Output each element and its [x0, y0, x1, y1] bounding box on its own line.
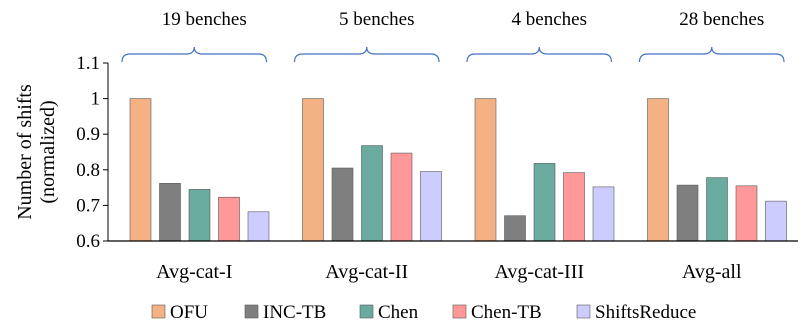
legend-swatch-chen: [359, 304, 374, 319]
bar-shiftsreduce-3: [592, 186, 615, 242]
group-brace: [121, 46, 268, 63]
bar-shiftsreduce-1: [247, 211, 270, 242]
legend-label-ofu: OFU: [170, 302, 208, 323]
x-category-label: Avg-all: [682, 261, 742, 283]
x-category-label: Avg-cat-III: [494, 261, 584, 283]
group-brace: [638, 46, 785, 63]
x-axis: Avg-cat-I Avg-cat-II Avg-cat-III Avg-all: [108, 240, 798, 283]
plot-area: [129, 98, 787, 242]
bar-chen-tb-2: [390, 152, 413, 242]
bar-inc-tb-3: [504, 215, 526, 242]
legend-label-shiftsreduce: ShiftsReduce: [595, 302, 696, 323]
legend-swatch-shiftsreduce: [576, 304, 591, 319]
bar-shiftsreduce-2: [420, 171, 442, 242]
legend-label-chen: Chen: [378, 302, 419, 323]
legend-label-inc-tb: INC-TB: [263, 302, 326, 323]
bar-chen-tb-3: [563, 172, 585, 242]
y-tick-label: 0.7: [76, 195, 100, 216]
bar-ofu-3: [474, 98, 497, 242]
x-category-label: Avg-cat-I: [156, 261, 232, 283]
bar-inc-tb-2: [331, 167, 354, 242]
y-tick-label: 1.1: [76, 53, 100, 74]
bar-chen-3: [533, 163, 556, 242]
y-tick-label: 0.8: [76, 160, 100, 181]
bar-chen-tb-1: [218, 196, 240, 242]
x-category-label: Avg-cat-II: [325, 261, 408, 283]
bar-chen-4: [706, 177, 728, 242]
legend-swatch-inc-tb: [244, 304, 259, 319]
group-braces: 19 benches 5 benches 4 benches 28 benches: [121, 9, 785, 63]
bar-ofu-4: [647, 98, 669, 242]
y-tick-label: 0.9: [76, 124, 100, 145]
legend: OFU INC-TB Chen Chen-TB ShiftsReduce: [151, 302, 696, 323]
y-axis-label-line: Number of shifts: [14, 84, 36, 220]
bar-chen-2: [361, 145, 383, 242]
bar-shiftsreduce-4: [765, 200, 787, 242]
group-annotation: 4 benches: [512, 9, 587, 30]
bar-ofu-2: [302, 98, 324, 242]
group-annotation: 28 benches: [679, 9, 764, 30]
group-brace: [466, 46, 613, 63]
y-tick-label: 0.6: [76, 231, 100, 252]
bar-chen-tb-4: [735, 185, 758, 242]
y-tick-label: 1: [91, 89, 101, 110]
legend-swatch-ofu: [151, 304, 166, 319]
bar-ofu-1: [129, 98, 152, 242]
y-axis: 0.6 0.7 0.8 0.9 1 1.1 Number of shifts(normali…: [14, 53, 109, 252]
y-axis-label-line: (normalized): [37, 100, 59, 203]
group-annotation: 5 benches: [339, 9, 414, 30]
legend-swatch-chen-tb: [452, 304, 467, 319]
group-brace: [293, 46, 440, 63]
bar-chen-1: [188, 189, 211, 242]
y-axis-label: Number of shifts(normalized): [14, 84, 59, 220]
bar-inc-tb-4: [676, 184, 699, 242]
group-annotation: 19 benches: [162, 9, 247, 30]
legend-label-chen-tb: Chen-TB: [471, 302, 542, 323]
bar-inc-tb-1: [159, 183, 181, 242]
